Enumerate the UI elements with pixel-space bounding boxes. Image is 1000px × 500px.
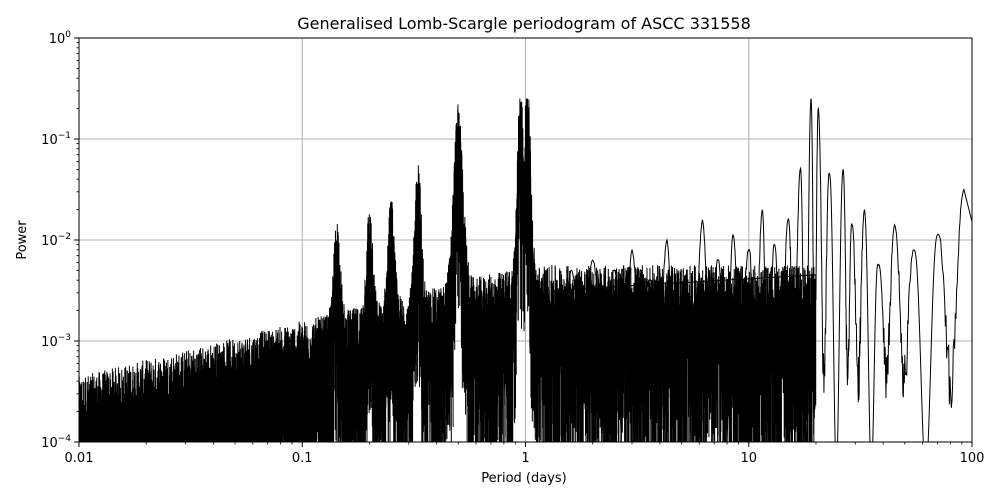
y-tick-label: 10−2: [41, 232, 71, 249]
x-tick-label: 10: [740, 451, 757, 466]
x-tick-label: 1: [521, 451, 529, 466]
y-tick-label: 10−4: [41, 434, 71, 451]
y-tick-label: 10−1: [41, 131, 71, 148]
chart-title: Generalised Lomb-Scargle periodogram of …: [297, 14, 751, 33]
x-tick-label: 100: [960, 451, 985, 466]
y-tick-label: 100: [49, 30, 72, 47]
series-line: [79, 98, 972, 442]
y-axis-label: Power: [15, 220, 30, 260]
x-tick-label: 0.01: [65, 451, 94, 466]
x-axis-label: Period (days): [481, 471, 567, 486]
x-axis-ticks: 0.01 0.1 1 10 100: [65, 442, 985, 466]
x-tick-label: 0.1: [292, 451, 313, 466]
y-axis-ticks: 10−4 10−3 10−2 10−1 100: [41, 30, 79, 451]
y-tick-label: 10−3: [41, 333, 71, 350]
